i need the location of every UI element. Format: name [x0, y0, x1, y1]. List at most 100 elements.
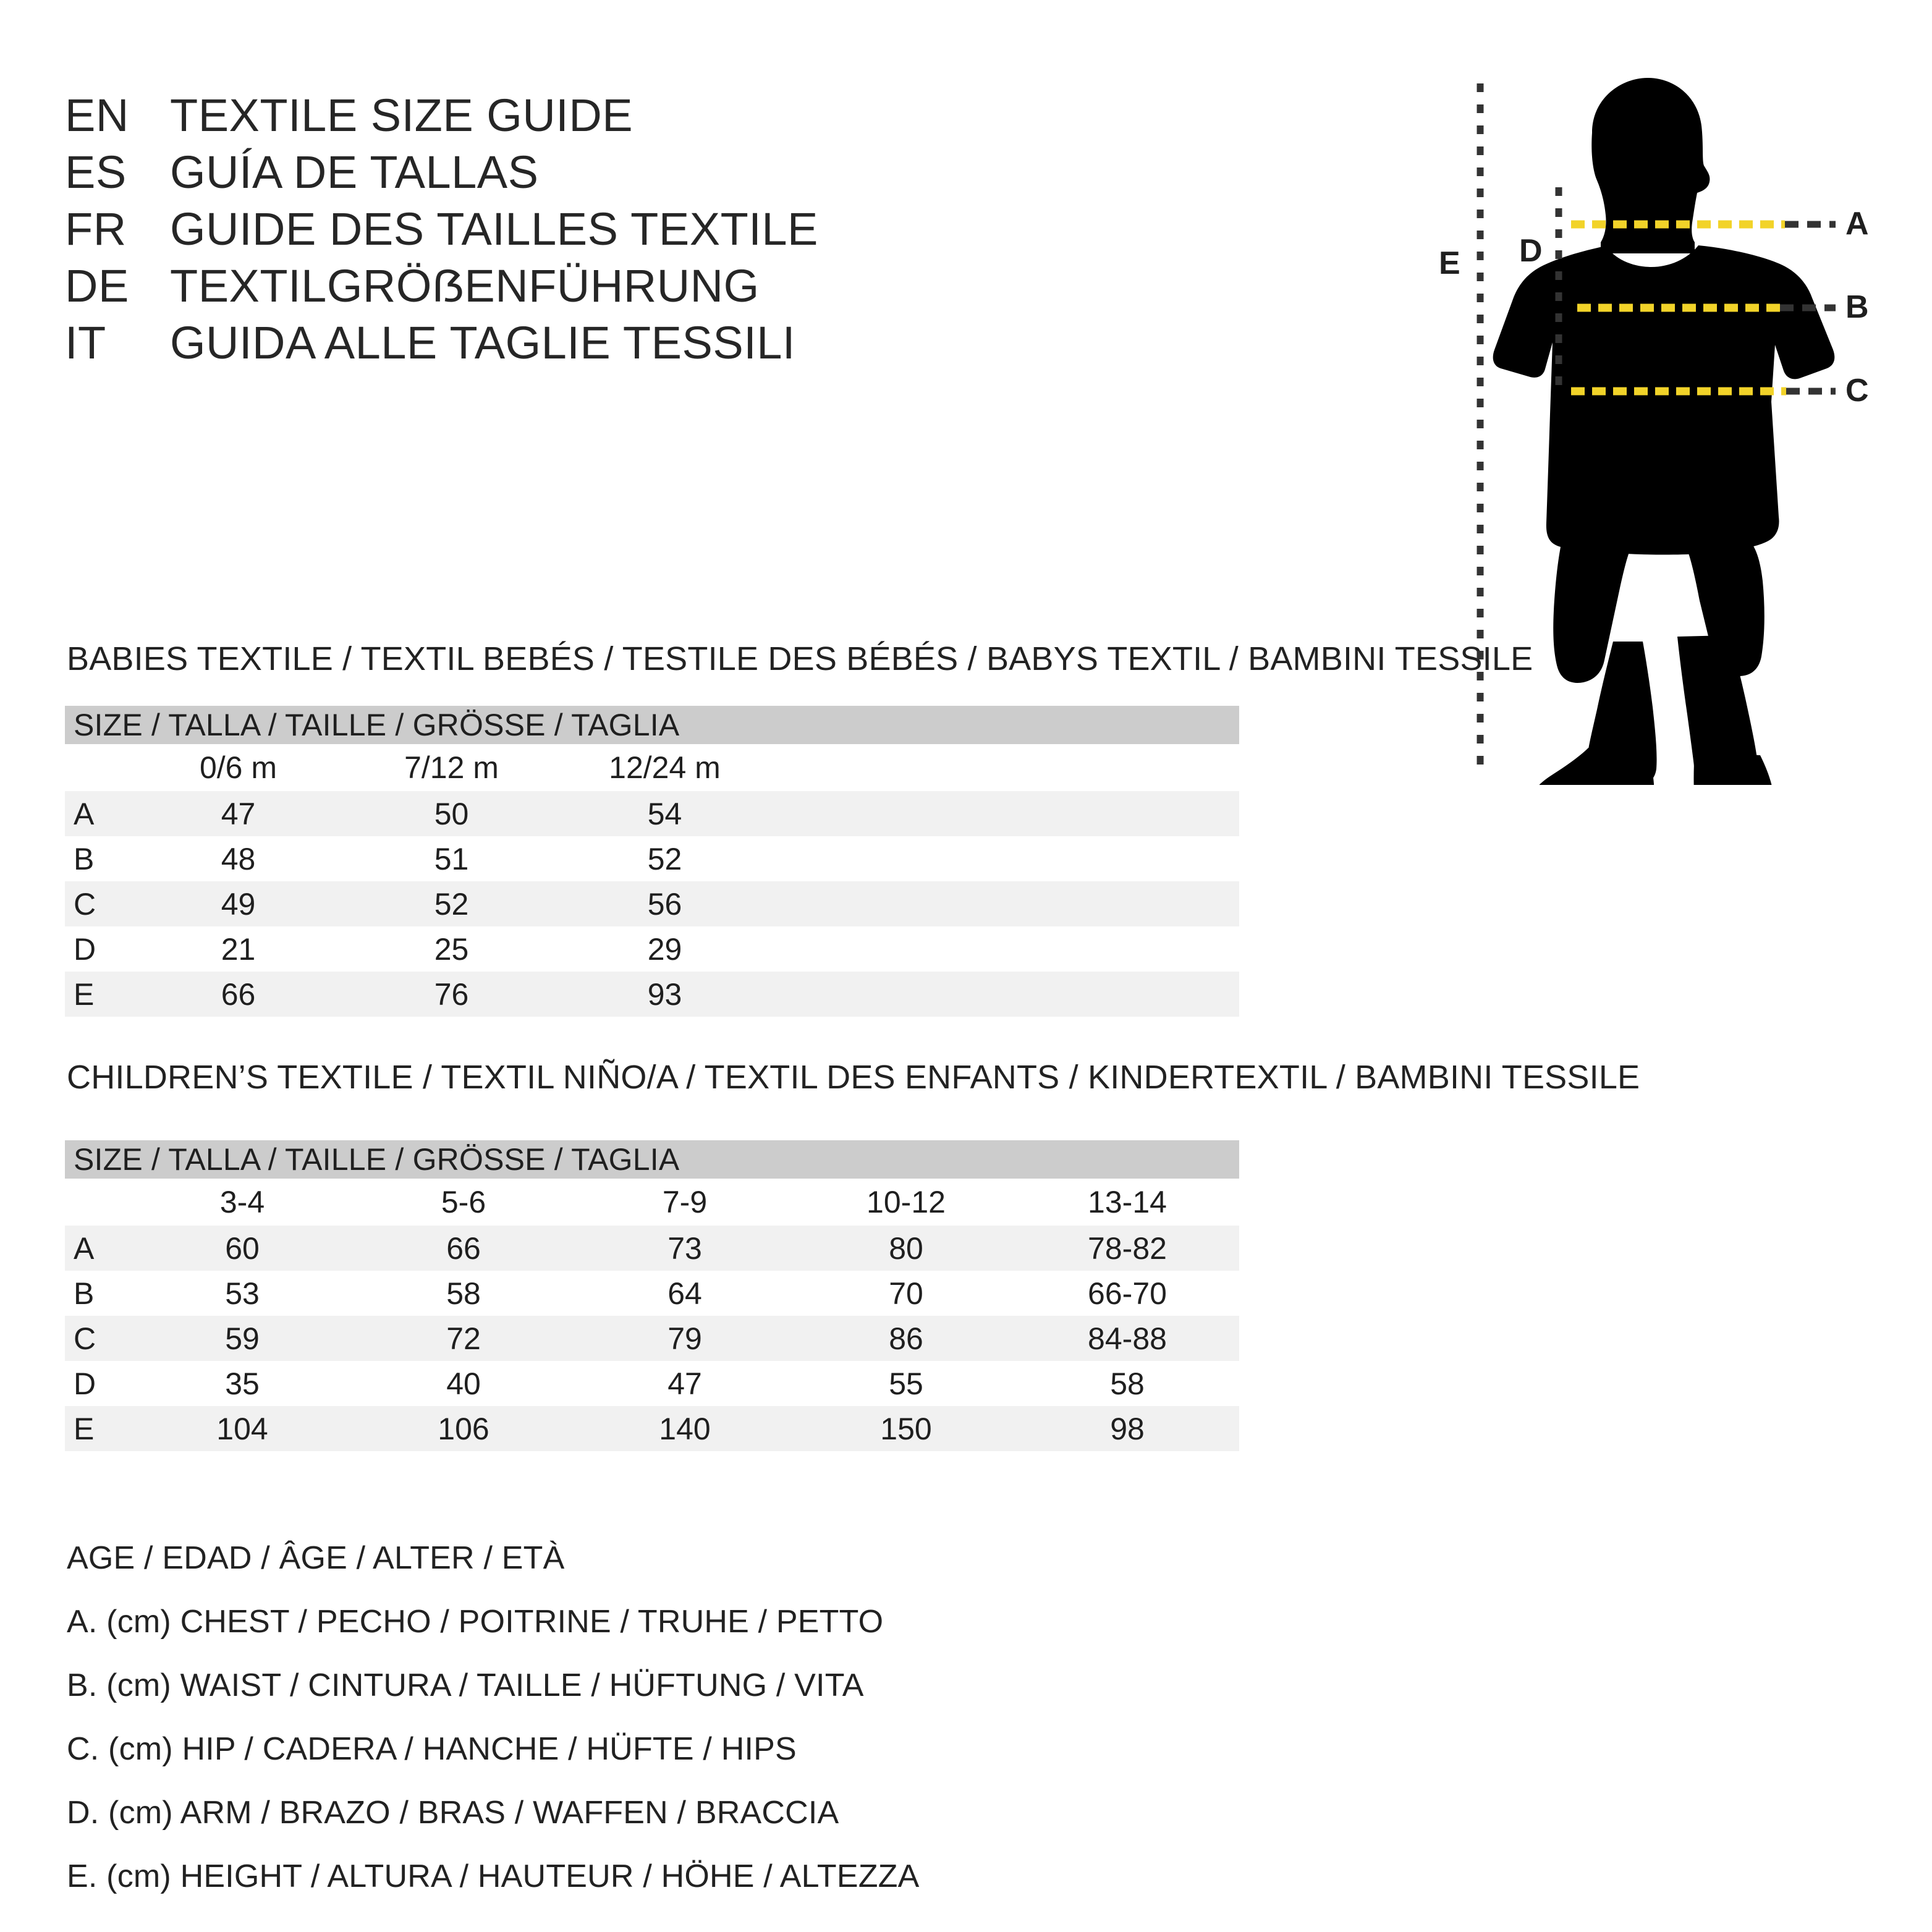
table-row: C 59 72 79 86 84-88: [65, 1316, 1239, 1361]
children-column-header-4: 13-14: [1088, 1185, 1167, 1219]
children-cell-a-4: 78-82: [1088, 1231, 1167, 1266]
babies-cell-b-2: 52: [647, 841, 682, 876]
children-cell-e-1: 106: [438, 1411, 489, 1446]
children-cell-b-0: 53: [225, 1276, 260, 1311]
children-cell-c-0: 59: [225, 1321, 260, 1356]
children-cell-c-3: 86: [889, 1321, 923, 1356]
child-silhouette-icon: [1493, 78, 1835, 785]
babies-row-label-d: D: [74, 931, 96, 967]
children-cell-a-3: 80: [889, 1231, 923, 1266]
children-row-label-c: C: [74, 1321, 96, 1356]
legend-line-c-hip: C. (cm) HIP / CADERA / HANCHE / HÜFTE / …: [67, 1731, 797, 1767]
children-cell-b-4: 66-70: [1088, 1276, 1167, 1311]
babies-column-header-2: 12/24 m: [609, 750, 721, 785]
babies-cell-a-1: 50: [434, 796, 469, 831]
children-cell-e-0: 104: [216, 1411, 268, 1446]
title-block: EN TEXTILE SIZE GUIDE ES GUÍA DE TALLAS …: [65, 93, 1239, 377]
title-row-en: EN TEXTILE SIZE GUIDE: [65, 93, 1239, 150]
children-cell-b-3: 70: [889, 1276, 923, 1311]
children-cell-d-4: 58: [1110, 1366, 1145, 1401]
babies-cell-d-1: 25: [434, 931, 469, 967]
babies-cell-e-0: 66: [221, 977, 256, 1012]
children-column-header-1: 5-6: [441, 1185, 486, 1219]
title-text-fr: GUIDE DES TAILLES TEXTILE: [170, 203, 818, 255]
title-row-it: IT GUIDA ALLE TAGLIE TESSILI: [65, 320, 1239, 377]
dimension-label-b: B: [1845, 289, 1869, 325]
babies-cell-a-0: 47: [221, 796, 256, 831]
title-row-fr: FR GUIDE DES TAILLES TEXTILE: [65, 206, 1239, 263]
children-column-header-3: 10-12: [866, 1185, 946, 1219]
children-cell-a-1: 66: [446, 1231, 481, 1266]
dimension-label-e: E: [1439, 245, 1460, 281]
babies-row-label-b: B: [74, 841, 95, 876]
children-cell-d-3: 55: [889, 1366, 923, 1401]
legend-line-e-height: E. (cm) HEIGHT / ALTURA / HAUTEUR / HÖHE…: [67, 1858, 920, 1894]
babies-row-label-c: C: [74, 886, 96, 922]
language-code-it: IT: [65, 317, 106, 368]
children-size-table: SIZE / TALLA / TAILLE / GRÖSSE / TAGLIA …: [65, 1140, 1239, 1451]
table-row: E 66 76 93: [65, 972, 1239, 1017]
legend-line-d-arm: D. (cm) ARM / BRAZO / BRAS / WAFFEN / BR…: [67, 1795, 839, 1831]
children-row-label-a: A: [74, 1231, 95, 1266]
children-column-header-2: 7-9: [662, 1185, 708, 1219]
children-row-label-d: D: [74, 1366, 96, 1401]
babies-section-heading: BABIES TEXTILE / TEXTIL BEBÉS / TESTILE …: [67, 640, 1533, 677]
children-cell-e-2: 140: [659, 1411, 711, 1446]
title-text-it: GUIDA ALLE TAGLIE TESSILI: [170, 317, 795, 368]
legend-line-a-chest: A. (cm) CHEST / PECHO / POITRINE / TRUHE…: [67, 1604, 884, 1640]
table-row: A 60 66 73 80 78-82: [65, 1226, 1239, 1271]
babies-cell-c-1: 52: [434, 886, 469, 922]
babies-cell-c-0: 49: [221, 886, 256, 922]
language-code-de: DE: [65, 260, 129, 311]
language-code-en: EN: [65, 90, 129, 141]
children-column-header-0: 3-4: [219, 1185, 265, 1219]
table-row: E 104 106 140 150 98: [65, 1406, 1239, 1451]
children-cell-e-3: 150: [880, 1411, 932, 1446]
measurement-diagram: E D A B C: [1409, 68, 1916, 785]
babies-column-header-1: 7/12 m: [404, 750, 499, 785]
children-cell-d-0: 35: [225, 1366, 260, 1401]
language-code-es: ES: [65, 146, 127, 198]
babies-table-header-label: SIZE / TALLA / TAILLE / GRÖSSE / TAGLIA: [74, 708, 680, 742]
table-row: C 49 52 56: [65, 881, 1239, 926]
babies-cell-c-2: 56: [647, 886, 682, 922]
title-text-es: GUÍA DE TALLAS: [170, 146, 539, 198]
children-column-header-row: 3-4 5-6 7-9 10-12 13-14: [65, 1179, 1239, 1226]
children-table-header-label: SIZE / TALLA / TAILLE / GRÖSSE / TAGLIA: [74, 1142, 680, 1177]
table-row: D 21 25 29: [65, 926, 1239, 972]
babies-column-header-row: 0/6 m 7/12 m 12/24 m: [65, 744, 1239, 791]
legend-line-age: AGE / EDAD / ÂGE / ALTER / ETÀ: [67, 1540, 565, 1576]
babies-row-label-a: A: [74, 796, 95, 831]
dimension-label-d: D: [1519, 233, 1543, 269]
dimension-label-c: C: [1845, 373, 1869, 409]
children-cell-d-2: 47: [667, 1366, 702, 1401]
babies-cell-d-0: 21: [221, 931, 256, 967]
table-row: D 35 40 47 55 58: [65, 1361, 1239, 1406]
measurement-legend: AGE / EDAD / ÂGE / ALTER / ETÀ A. (cm) C…: [67, 1527, 1241, 1909]
table-row: B 53 58 64 70 66-70: [65, 1271, 1239, 1316]
babies-cell-b-1: 51: [434, 841, 469, 876]
child-silhouette-diagram: [1477, 78, 1836, 785]
legend-line-b-waist: B. (cm) WAIST / CINTURA / TAILLE / HÜFTU…: [67, 1667, 864, 1703]
babies-cell-e-2: 93: [647, 977, 682, 1012]
children-cell-b-2: 64: [667, 1276, 702, 1311]
babies-cell-d-2: 29: [647, 931, 682, 967]
babies-cell-e-1: 76: [434, 977, 469, 1012]
table-row: B 48 51 52: [65, 836, 1239, 881]
dimension-label-a: A: [1845, 206, 1869, 242]
title-text-en: TEXTILE SIZE GUIDE: [170, 90, 633, 141]
babies-size-table: SIZE / TALLA / TAILLE / GRÖSSE / TAGLIA …: [65, 706, 1239, 1017]
table-row: A 47 50 54: [65, 791, 1239, 836]
children-section-heading: CHILDREN’S TEXTILE / TEXTIL NIÑO/A / TEX…: [67, 1059, 1640, 1096]
children-cell-b-1: 58: [446, 1276, 481, 1311]
children-cell-a-2: 73: [667, 1231, 702, 1266]
children-cell-a-0: 60: [225, 1231, 260, 1266]
children-cell-c-2: 79: [667, 1321, 702, 1356]
children-table-header-bar: SIZE / TALLA / TAILLE / GRÖSSE / TAGLIA: [65, 1140, 1239, 1179]
children-row-label-b: B: [74, 1276, 95, 1311]
children-cell-d-1: 40: [446, 1366, 481, 1401]
babies-column-header-0: 0/6 m: [199, 750, 278, 785]
language-code-fr: FR: [65, 203, 127, 255]
babies-row-label-e: E: [74, 977, 95, 1012]
